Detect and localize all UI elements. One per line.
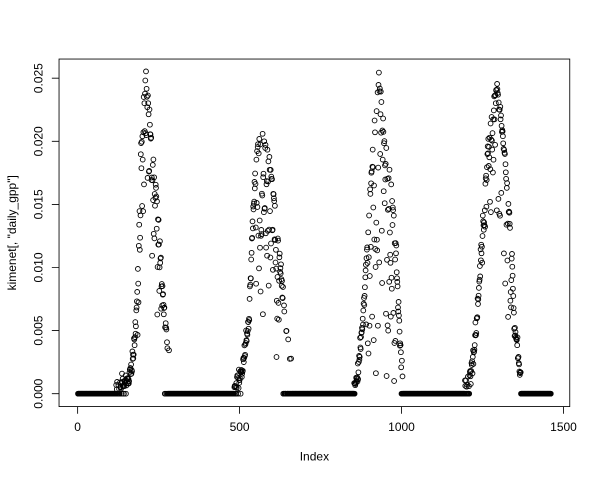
svg-text:1500: 1500 bbox=[550, 420, 577, 434]
svg-text:Index: Index bbox=[300, 450, 329, 464]
svg-text:0.005: 0.005 bbox=[32, 315, 46, 345]
svg-text:0.000: 0.000 bbox=[32, 378, 46, 408]
svg-text:0.015: 0.015 bbox=[32, 189, 46, 219]
svg-text:0.020: 0.020 bbox=[32, 126, 46, 156]
svg-text:0.010: 0.010 bbox=[32, 252, 46, 282]
svg-text:0.025: 0.025 bbox=[32, 63, 46, 93]
svg-text:500: 500 bbox=[230, 420, 250, 434]
svg-text:1000: 1000 bbox=[388, 420, 415, 434]
svg-text:kimenet[, "daily_gpp"]: kimenet[, "daily_gpp"] bbox=[5, 175, 19, 290]
svg-text:0: 0 bbox=[74, 420, 81, 434]
